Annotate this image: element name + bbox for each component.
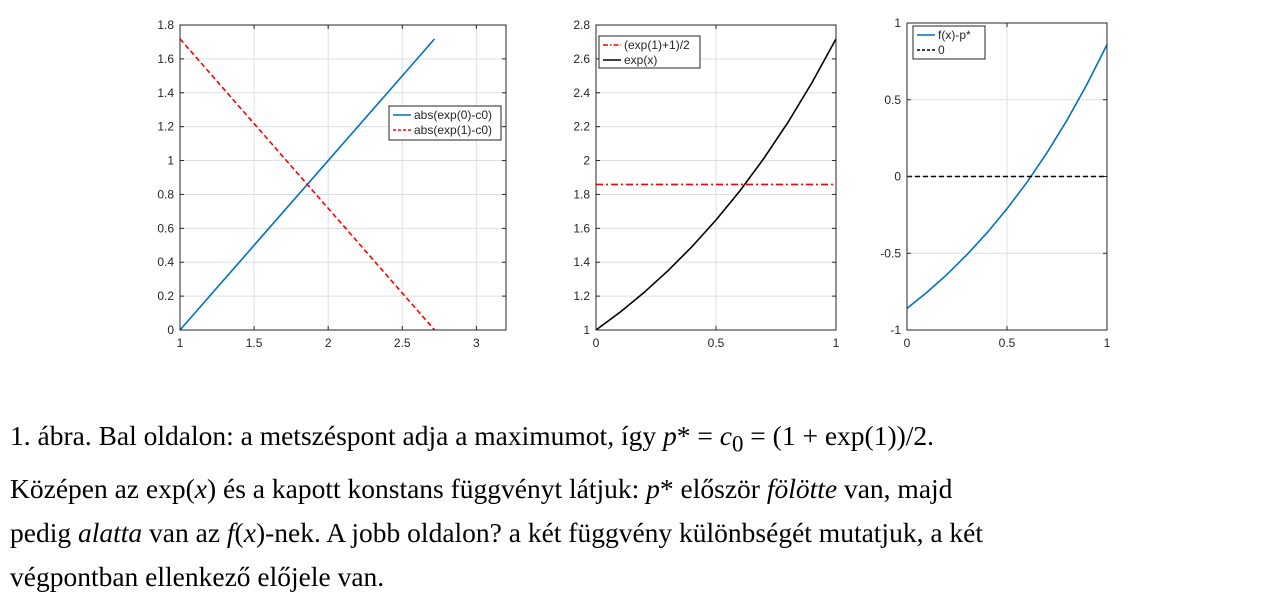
legend: abs(exp(0)-c0)abs(exp(1)-c0) (388, 105, 502, 141)
legend-label: 0 (938, 43, 945, 57)
legend: f(x)-p*0 (912, 25, 986, 60)
y-tick-label: 1.6 (573, 221, 590, 235)
axes-box (179, 24, 507, 331)
y-tick-label: 1.2 (573, 289, 590, 303)
x-tick-label: 1 (833, 336, 840, 350)
figure-caption: 1. ábra. Bal oldalon: a metszéspont adja… (10, 414, 1255, 599)
y-tick-label: 1.8 (157, 18, 174, 32)
y-tick-label: -0.5 (880, 246, 901, 260)
y-tick-label: 1.4 (573, 255, 590, 269)
legend-label: f(x)-p* (938, 28, 971, 42)
x-tick-label: 2.5 (394, 336, 411, 350)
series-line-2 (179, 38, 436, 331)
y-tick-label: -1 (890, 323, 901, 337)
plots-svg: 1 1.5 2 2.5 3 0 0.2 0.4 0.6 0.8 1 1.2 1.4 1.6 1.8 abs(e… (157, 16, 1110, 350)
y-tick-label: 0 (894, 170, 901, 184)
series-line-2 (595, 38, 837, 331)
caption-line-1: 1. ábra. Bal oldalon: a metszéspont adja… (10, 420, 935, 457)
x-tick-label: 3 (473, 336, 480, 350)
legend-label: abs(exp(1)-c0) (414, 123, 492, 137)
legend-box (912, 25, 986, 60)
y-tick-label: 0.2 (157, 289, 174, 303)
y-tick-label: 1 (583, 323, 590, 337)
y-tick-label: 1 (167, 154, 174, 168)
y-tick-label: 2.6 (573, 52, 590, 66)
x-tick-label: 2 (325, 336, 332, 350)
series-line-1 (906, 44, 1108, 309)
y-tick-label: 2.8 (573, 18, 590, 32)
plot-1: 1 1.5 2 2.5 3 0 0.2 0.4 0.6 0.8 1 1.2 1.4 1.6 1.8 abs(e… (157, 18, 507, 350)
caption-line-2: Középen az exp(x) és a kapott konstans f… (10, 472, 953, 504)
y-tick-label: 0.8 (157, 187, 174, 201)
x-tick-label: 1.5 (246, 336, 263, 350)
plot-2: 0 0.5 1 1 1.2 1.4 1.6 1.8 2 2.2 2.4 2.6 2.8 (exp(1)+1… (573, 18, 839, 350)
legend-label: abs(exp(0)-c0) (414, 108, 492, 122)
y-tick-label: 0.4 (157, 255, 174, 269)
y-tick-label: 0 (167, 323, 174, 337)
y-tick-label: 0.6 (157, 221, 174, 235)
y-tick-label: 0.5 (884, 93, 901, 107)
legend-box (598, 35, 701, 69)
caption-line-4: végpontban ellenkező előjele van. (10, 560, 385, 592)
x-tick-label: 0 (593, 336, 600, 350)
x-tick-label: 0.5 (708, 336, 725, 350)
y-tick-label: 1.8 (573, 187, 590, 201)
y-tick-label: 2.4 (573, 86, 590, 100)
legend-label: (exp(1)+1)/2 (624, 38, 690, 52)
y-tick-label: 2 (583, 154, 590, 168)
x-tick-label: 0.5 (999, 336, 1016, 350)
y-tick-label: 1.6 (157, 52, 174, 66)
legend-box (388, 105, 502, 141)
x-tick-label: 1 (1104, 336, 1111, 350)
figure: 1 1.5 2 2.5 3 0 0.2 0.4 0.6 0.8 1 1.2 1.4 1.6 1.8 abs(e… (157, 16, 1110, 350)
legend-label: exp(x) (624, 53, 657, 67)
y-tick-label: 1.4 (157, 86, 174, 100)
y-tick-label: 1 (894, 16, 901, 30)
x-tick-label: 1 (177, 336, 184, 350)
caption-line-3: pedig alatta van az f(x)-nek. A jobb old… (10, 516, 983, 548)
x-tick-label: 0 (904, 336, 911, 350)
y-tick-label: 1.2 (157, 120, 174, 134)
plot-3: 0 0.5 1-1-0.500.51f(x)-p*0 (880, 16, 1110, 350)
y-tick-label: 2.2 (573, 120, 590, 134)
